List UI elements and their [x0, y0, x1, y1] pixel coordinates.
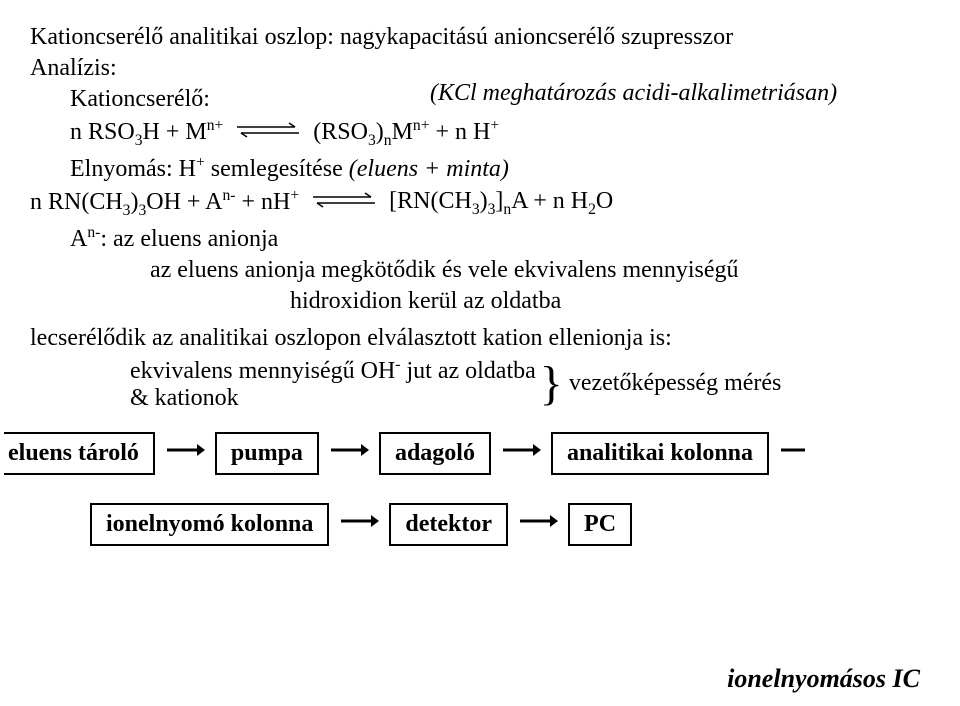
flow-box-detektor: detektor — [389, 503, 508, 546]
arrow-right-icon — [339, 511, 379, 538]
arrow-right-icon — [779, 440, 805, 467]
arrow-right-icon — [518, 511, 558, 538]
eq2-lhs: n RN(CH3)3OH + An- + nH+ — [30, 187, 299, 220]
arrow-right-icon — [329, 440, 369, 467]
flow-box-adagolo: adagoló — [379, 432, 491, 475]
ekv-line: ekvivalens mennyiségű OH- jut az oldatba — [130, 356, 536, 385]
flow-box-pc: PC — [568, 503, 632, 546]
brace-icon: } — [540, 360, 563, 408]
arrow-right-icon — [501, 440, 541, 467]
eq1-lhs: n RSO3H + Mn+ — [70, 117, 223, 150]
arrow-right-icon — [165, 440, 205, 467]
analizis-label: Analízis: — [30, 55, 930, 82]
vezeto-label: vezetőképesség mérés — [569, 370, 782, 397]
equilibrium-arrow-icon — [309, 190, 379, 217]
ekv-block: ekvivalens mennyiségű OH- jut az oldatba… — [130, 356, 930, 412]
eluens-bind-line2: hidroxidion kerül az oldatba — [290, 288, 930, 315]
eq2-rhs: [RN(CH3)3]nA + n H2O — [389, 188, 613, 219]
elnyomas-line: Elnyomás: H+ semlegesítése (eluens + min… — [70, 154, 930, 183]
flow-box-eluens: eluens tároló — [4, 432, 155, 475]
lecser-line: lecserélődik az analitikai oszlopon elvá… — [30, 325, 930, 352]
equilibrium-arrow-icon — [233, 120, 303, 147]
eq1-rhs: (RSO3)nMn+ + n H+ — [313, 117, 499, 150]
title: Kationcserélő analitikai oszlop: nagykap… — [30, 24, 930, 51]
bottom-label: ionelnyomásos IC — [727, 664, 920, 694]
kationok-line: & kationok — [130, 385, 536, 412]
flow-row-1: eluens tároló pumpa adagoló analitikai k… — [4, 432, 930, 475]
flow-box-ionelnyomo: ionelnyomó kolonna — [90, 503, 329, 546]
flow-box-pumpa: pumpa — [215, 432, 319, 475]
kationcserelo-block: Kationcserélő: (KCl meghatározás acidi-a… — [70, 86, 930, 150]
equation-1: n RSO3H + Mn+ (RSO3)nMn+ + n H+ — [70, 117, 930, 150]
flow-row-2: ionelnyomó kolonna detektor PC — [90, 503, 930, 546]
equation-2: n RN(CH3)3OH + An- + nH+ [RN(CH3)3]nA + … — [30, 187, 930, 220]
eluens-bind-line1: az eluens anionja megkötődik és vele ekv… — [150, 257, 930, 284]
an-line: An-: az eluens anionja — [70, 224, 930, 253]
kcl-annotation: (KCl meghatározás acidi-alkalimetriásan) — [430, 80, 837, 107]
flow-box-analitikai: analitikai kolonna — [551, 432, 769, 475]
